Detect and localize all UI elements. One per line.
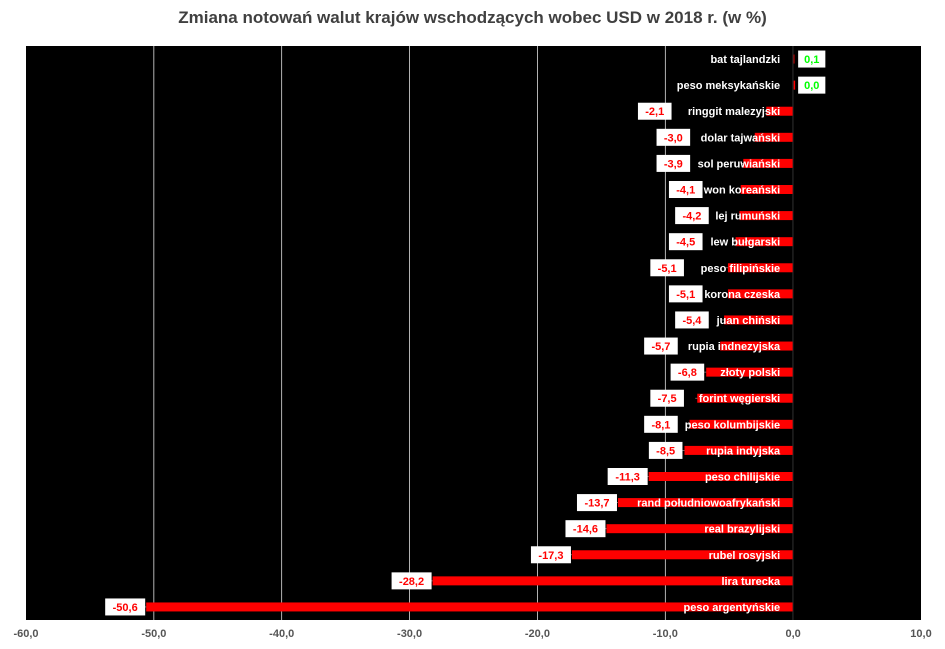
value-label: -5,4: [682, 315, 702, 327]
x-tick-label: -60,0: [13, 628, 38, 640]
bar: [648, 472, 794, 481]
value-label-box: [607, 468, 648, 485]
value-label-box: [798, 50, 826, 68]
x-tick-label: -40,0: [269, 628, 294, 640]
bar: [571, 550, 794, 560]
bar: [697, 393, 794, 403]
value-label: -28,2: [399, 576, 424, 588]
bar: [754, 132, 794, 142]
value-label: -8,5: [656, 445, 675, 457]
value-label: -2,1: [645, 106, 664, 118]
category-label: rubel rosyjski: [709, 550, 781, 562]
value-label-box: [648, 441, 683, 459]
value-label-box: [105, 598, 146, 616]
value-label-box: [530, 546, 571, 564]
value-label: -8,1: [651, 419, 670, 431]
bar: [706, 367, 794, 377]
value-label: -3,9: [664, 158, 683, 170]
category-label: lew bułgarski: [710, 237, 780, 249]
category-label: rupia indyjska: [706, 445, 781, 457]
value-label: -50,6: [113, 602, 138, 614]
bar: [766, 106, 794, 116]
bar: [740, 185, 794, 194]
category-label: peso chilijskie: [705, 472, 780, 484]
category-label: sol peruwiański: [698, 158, 781, 170]
bar: [617, 498, 794, 508]
bar: [689, 419, 794, 429]
value-label: -5,7: [651, 341, 670, 353]
category-label: rand południowoafrykański: [637, 498, 780, 510]
value-label: -6,8: [678, 367, 697, 379]
category-label: korona czeska: [704, 289, 781, 301]
value-label: -5,1: [658, 263, 677, 275]
value-label-box: [668, 285, 703, 303]
category-label: peso kolumbijskie: [685, 419, 780, 431]
value-label-box: [656, 128, 691, 146]
value-label: -13,7: [584, 498, 609, 510]
bar: [727, 263, 794, 273]
category-label: lej rumuński: [715, 211, 780, 223]
category-label: dolar tajwański: [701, 132, 780, 144]
value-label-box: [798, 76, 826, 94]
bar: [739, 211, 794, 221]
x-tick-label: -30,0: [397, 628, 422, 640]
value-label-box: [644, 415, 678, 433]
bar: [606, 524, 794, 534]
value-label: -14,6: [573, 524, 598, 536]
category-label: lira turecka: [721, 576, 781, 588]
bar: [684, 445, 794, 455]
chart-title: Zmiana notowań walut krajów wschodzących…: [178, 8, 767, 27]
bar: [146, 602, 794, 612]
value-label: -4,1: [676, 185, 695, 197]
bar: [793, 54, 795, 64]
x-tick-label: -50,0: [141, 628, 166, 640]
category-label: juan chiński: [716, 315, 781, 327]
category-label: real brazylijski: [704, 524, 780, 536]
bar: [724, 315, 794, 325]
value-label: -17,3: [538, 550, 563, 562]
bar: [743, 158, 794, 168]
value-label-box: [650, 389, 684, 407]
category-label: ringgit malezyjski: [688, 106, 780, 118]
x-tick-label: 10,0: [910, 628, 931, 640]
plot-area: [26, 46, 921, 620]
category-label: złoty polski: [720, 367, 780, 379]
value-label-box: [644, 337, 678, 355]
value-label: -11,3: [615, 472, 639, 484]
value-label: -4,5: [676, 237, 695, 249]
bar: [793, 80, 796, 90]
value-label: -5,1: [676, 289, 695, 301]
bar: [432, 576, 794, 586]
category-label: peso argentyńskie: [684, 602, 781, 614]
bar: [735, 237, 794, 247]
category-label: peso filipińskie: [701, 263, 780, 275]
bar: [727, 289, 794, 299]
value-label: 0,1: [804, 54, 819, 66]
value-label-box: [650, 259, 684, 277]
category-label: peso meksykańskie: [677, 80, 780, 92]
x-tick-label: 0,0: [785, 628, 800, 640]
value-label-box: [637, 102, 672, 120]
value-label: -7,5: [658, 393, 677, 405]
value-label-box: [675, 311, 709, 329]
bar: [720, 341, 794, 351]
category-label: won koreański: [703, 185, 780, 197]
value-label-box: [668, 233, 703, 251]
value-label-box: [656, 154, 691, 172]
value-label-box: [576, 494, 617, 512]
value-label-box: [668, 181, 703, 198]
value-label-box: [391, 572, 432, 590]
value-label: -4,2: [682, 211, 701, 223]
value-label: 0,0: [804, 80, 819, 92]
category-label: rupia indnezyjska: [688, 341, 781, 353]
x-tick-label: -20,0: [525, 628, 550, 640]
value-label-box: [670, 363, 705, 381]
value-label-box: [675, 207, 709, 225]
value-label-box: [565, 520, 606, 538]
value-label: -3,0: [664, 132, 683, 144]
category-label: forint węgierski: [699, 393, 780, 405]
category-label: bat tajlandzki: [710, 54, 780, 66]
x-tick-label: -10,0: [653, 628, 678, 640]
